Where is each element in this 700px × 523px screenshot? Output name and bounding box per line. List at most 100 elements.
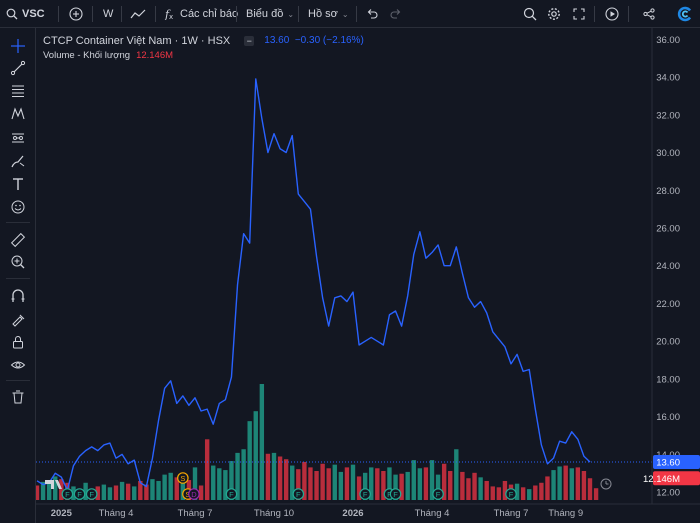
volume-bar xyxy=(448,471,453,500)
replay-button[interactable] xyxy=(605,0,619,28)
time-tick-label: Tháng 7 xyxy=(494,508,529,519)
volume-bar xyxy=(156,480,161,500)
price-chart[interactable]: F F FSS D F F F F F F F 36.0034.0032.0030.0028.002… xyxy=(36,28,700,523)
magnet-button[interactable] xyxy=(4,284,32,308)
search-chart-icon xyxy=(523,7,537,21)
toolbar-divider xyxy=(298,6,299,22)
volume-bar xyxy=(271,452,277,501)
volume-bar xyxy=(545,476,550,500)
crosshair-button[interactable] xyxy=(4,34,32,58)
volume-bar xyxy=(350,464,356,500)
symbol-search-button[interactable]: VSC xyxy=(6,0,45,28)
time-tick-label: 2025 xyxy=(51,508,73,519)
legend-volume-row: Volume - Khối lượng 12.146M xyxy=(43,48,364,63)
volume-bar xyxy=(356,476,362,500)
eye-icon xyxy=(10,361,26,369)
price-tick-label: 22.00 xyxy=(656,299,680,310)
volume-bar xyxy=(375,468,380,500)
redo-button[interactable] xyxy=(390,0,402,28)
time-tick-label: Tháng 9 xyxy=(548,508,583,519)
event-marker-label: F xyxy=(65,490,70,499)
compare-button[interactable] xyxy=(69,0,83,28)
collapse-legend-button[interactable]: − xyxy=(244,35,255,46)
toolbar-divider xyxy=(58,6,59,22)
volume-bar xyxy=(113,485,119,500)
chart-style-button[interactable] xyxy=(130,0,146,28)
chart-type-dropdown[interactable]: Biểu đồ ⌄ xyxy=(246,0,294,28)
volume-bar xyxy=(162,474,167,500)
fullscreen-button[interactable] xyxy=(573,0,585,28)
forecast-button[interactable] xyxy=(4,126,32,150)
interval-label: W xyxy=(103,8,114,20)
event-marker-label: F xyxy=(229,490,234,499)
volume-bar xyxy=(53,476,58,500)
lock-drawing-button[interactable] xyxy=(4,307,32,331)
play-circle-icon xyxy=(605,7,619,21)
profile-dropdown[interactable]: Hồ sơ ⌄ xyxy=(308,0,349,28)
brush-button[interactable] xyxy=(4,149,32,173)
toolbar-divider xyxy=(356,6,357,22)
volume-bar xyxy=(204,439,210,500)
trend-line-button[interactable] xyxy=(4,56,32,80)
text-tool-button[interactable] xyxy=(4,172,32,196)
price-axis: 36.00 34.00 32.00 30.00 28.00 26.00 24.00 22.00… xyxy=(643,28,700,523)
emoji-button[interactable] xyxy=(4,195,32,219)
visibility-button[interactable] xyxy=(4,353,32,377)
volume-bar xyxy=(180,478,186,500)
volume-bar xyxy=(417,468,423,500)
ruler-button[interactable] xyxy=(4,228,32,252)
brush-icon xyxy=(11,155,25,168)
event-marker xyxy=(188,488,200,500)
volume-value: 12.146M xyxy=(136,50,174,61)
toolbar-divider xyxy=(92,6,93,22)
volume-bar xyxy=(581,471,587,500)
pattern-button[interactable] xyxy=(4,102,32,126)
volume-bar xyxy=(441,463,447,500)
toolbar-divider xyxy=(628,6,629,22)
volume-bar xyxy=(125,483,131,500)
zoom-icon xyxy=(11,255,25,269)
volume-bar xyxy=(253,411,258,500)
volume-bar xyxy=(259,384,265,500)
volume-bar xyxy=(283,459,289,500)
volume-bar xyxy=(344,467,350,501)
volume-bar xyxy=(466,478,471,500)
lock-drawing-icon xyxy=(12,314,25,327)
event-marker-label: F xyxy=(387,490,392,499)
event-marker xyxy=(61,488,74,500)
toolbar-divider xyxy=(155,6,156,22)
volume-bar xyxy=(302,461,307,500)
undo-button[interactable] xyxy=(366,0,378,28)
volume-bar xyxy=(557,466,562,500)
remove-drawings-button[interactable] xyxy=(4,385,32,409)
volume-bar xyxy=(533,485,538,500)
zoom-button[interactable] xyxy=(4,250,32,274)
tradingview-logo xyxy=(45,480,62,489)
volume-bar xyxy=(514,483,520,500)
volume-bar xyxy=(527,489,532,500)
fib-button[interactable] xyxy=(4,79,32,103)
forecast-icon xyxy=(12,133,24,143)
quick-search-button[interactable] xyxy=(523,0,537,28)
event-marker xyxy=(85,488,98,500)
share-button[interactable] xyxy=(643,0,655,28)
volume-bar xyxy=(308,467,313,501)
volume-bar xyxy=(132,486,137,500)
volume-bar xyxy=(484,480,489,500)
event-marker xyxy=(359,488,371,500)
profile-label: Hồ sơ xyxy=(308,8,338,20)
emoji-icon xyxy=(11,200,25,214)
volume-bar xyxy=(247,421,252,500)
lock-button[interactable] xyxy=(4,330,32,354)
volume-bar xyxy=(138,480,143,500)
settings-button[interactable] xyxy=(547,0,561,28)
volume-bar xyxy=(101,484,107,500)
price-tick-label: 16.00 xyxy=(656,412,680,423)
price-tick-label: 34.00 xyxy=(656,73,680,84)
svg-text:f: f xyxy=(164,8,171,20)
interval-button[interactable]: W xyxy=(103,0,113,28)
ruler-icon xyxy=(10,232,26,248)
volume-bar xyxy=(563,465,568,500)
